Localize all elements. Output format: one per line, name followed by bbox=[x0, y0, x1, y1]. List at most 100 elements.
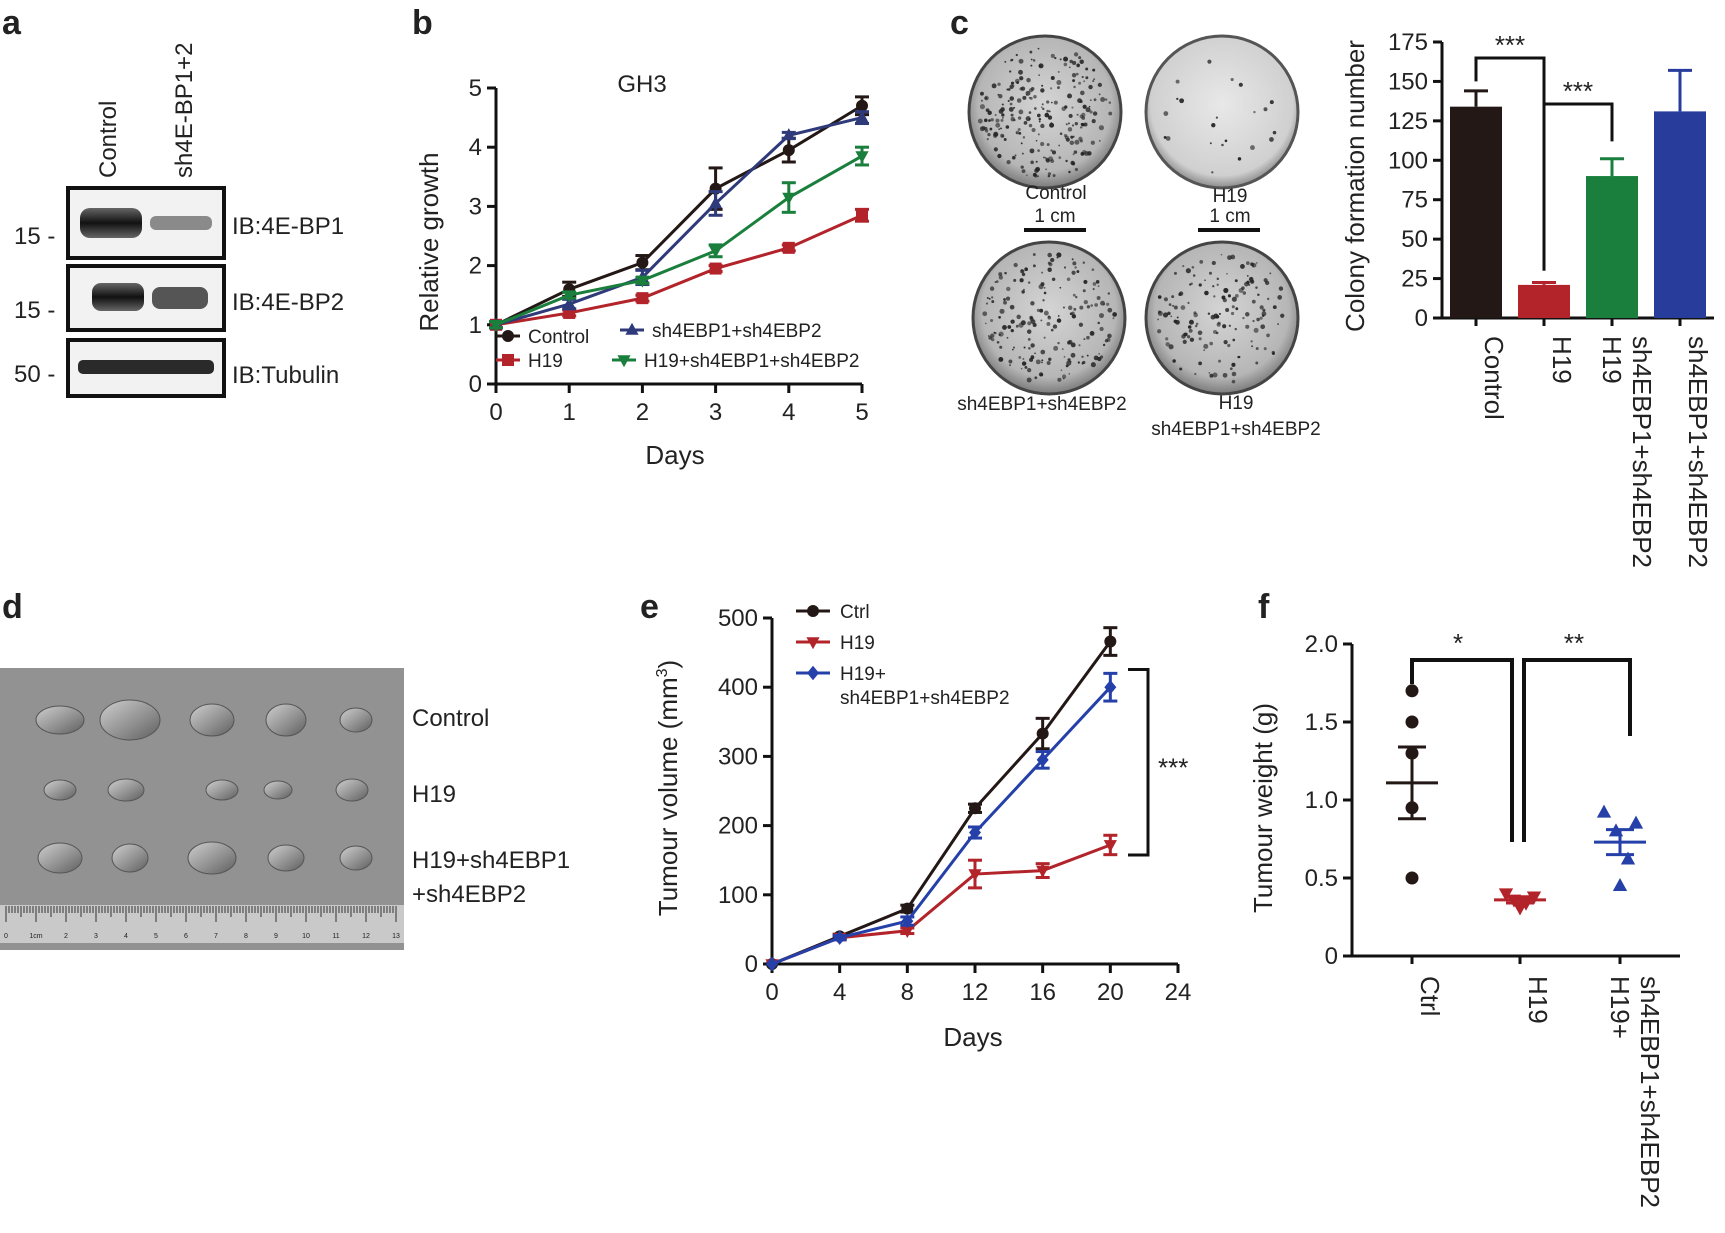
colony-dot bbox=[1000, 118, 1004, 122]
plate-caption-control: Control bbox=[1025, 183, 1086, 204]
plate-control bbox=[967, 34, 1123, 190]
colony-dot bbox=[1041, 103, 1044, 106]
y-tick-label: 100 bbox=[1388, 147, 1428, 174]
colony-dot bbox=[1042, 299, 1045, 302]
tumour bbox=[99, 699, 161, 741]
colony-dot bbox=[1063, 62, 1068, 67]
colony-dot bbox=[1198, 337, 1202, 341]
significance-label: *** bbox=[1158, 752, 1188, 782]
x-tick-label: 0 bbox=[489, 399, 502, 426]
colony-dot bbox=[1025, 94, 1028, 96]
colony-dot bbox=[1050, 76, 1055, 81]
colony-dot bbox=[998, 315, 1001, 319]
colony-dot bbox=[998, 331, 1004, 337]
colony-dot bbox=[1083, 299, 1088, 305]
colony-dot bbox=[993, 133, 998, 139]
colony-dot bbox=[1053, 100, 1058, 105]
colony-dot bbox=[993, 147, 998, 152]
colony-dot bbox=[1068, 170, 1071, 174]
colony-dot bbox=[1046, 100, 1050, 104]
colony-dot bbox=[1207, 312, 1211, 315]
data-point bbox=[782, 241, 795, 254]
colony-dot bbox=[1165, 136, 1171, 141]
colony-dot bbox=[1087, 151, 1092, 156]
tumours bbox=[35, 699, 373, 875]
band-control-4e-bp1 bbox=[80, 208, 142, 238]
colony-dot bbox=[1104, 339, 1109, 343]
data-point bbox=[1612, 878, 1628, 891]
legend-marker bbox=[807, 665, 819, 681]
colony-dot bbox=[985, 108, 990, 113]
y-tick-label: 1.0 bbox=[1305, 787, 1338, 814]
colony-dot bbox=[1240, 263, 1245, 269]
colony-dot bbox=[1255, 262, 1258, 264]
panel-letter-c: c bbox=[950, 4, 969, 42]
colony-dot bbox=[1070, 342, 1076, 348]
data-point bbox=[709, 246, 723, 258]
colony-dot bbox=[1039, 308, 1044, 313]
colony-dot bbox=[1030, 301, 1035, 306]
band-knockdown-4e-bp1 bbox=[150, 216, 212, 230]
colony-dot bbox=[1083, 80, 1086, 83]
colony-dot bbox=[1070, 352, 1076, 358]
colony-dot bbox=[1024, 365, 1028, 369]
colony-dot bbox=[1198, 283, 1202, 287]
colony-dot bbox=[1230, 254, 1236, 260]
chart-b-title: GH3 bbox=[617, 71, 666, 98]
tumour bbox=[205, 779, 239, 801]
panel-letter-a: a bbox=[2, 4, 22, 42]
colony-dot bbox=[987, 133, 991, 137]
colony-dot bbox=[1098, 125, 1105, 131]
colony-dot bbox=[1176, 316, 1179, 319]
colony-dot bbox=[1179, 98, 1185, 104]
colony-dot bbox=[1222, 372, 1228, 378]
chart-c-colony-formation: Colony formation number 0 25 50 75 100 125 150… bbox=[1340, 29, 1714, 568]
y-tick-label: 100 bbox=[718, 882, 758, 909]
colony-dot bbox=[1269, 137, 1274, 142]
colony-dot bbox=[1018, 322, 1024, 328]
panel-letter-b: b bbox=[412, 4, 433, 42]
data-point bbox=[833, 930, 846, 945]
colony-dot bbox=[1076, 63, 1080, 68]
colony-dot bbox=[1172, 359, 1176, 363]
x-tick-label: 2 bbox=[636, 399, 649, 426]
colony-dot bbox=[1086, 354, 1089, 357]
data-point bbox=[855, 110, 869, 123]
colony-dot bbox=[1009, 70, 1012, 73]
colony-dot bbox=[1209, 142, 1212, 145]
data-point bbox=[1036, 727, 1049, 740]
blot-label-4e-bp2: IB:4E-BP2 bbox=[232, 289, 344, 316]
colony-dot bbox=[1075, 72, 1079, 76]
colony-dot bbox=[996, 340, 1000, 344]
colony-dot bbox=[1090, 362, 1096, 368]
significance-label: *** bbox=[1495, 30, 1525, 60]
colony-dot bbox=[1207, 59, 1212, 64]
colony-dot bbox=[1020, 269, 1025, 274]
ruler-label: 11 bbox=[332, 933, 339, 940]
colony-dot bbox=[1015, 130, 1020, 135]
colony-dot bbox=[1252, 319, 1255, 323]
colony-dot bbox=[1046, 143, 1050, 147]
colony-dot bbox=[1108, 111, 1113, 116]
colony-dot bbox=[1067, 127, 1073, 132]
colony-dot bbox=[1071, 124, 1075, 127]
colony-dot bbox=[1091, 119, 1096, 124]
y-tick-label: 175 bbox=[1388, 29, 1428, 56]
colony-dot bbox=[1195, 322, 1199, 326]
colony-dot bbox=[1079, 126, 1083, 129]
data-point bbox=[900, 925, 914, 938]
colony-dot bbox=[1078, 81, 1082, 85]
colony-dot bbox=[1046, 361, 1051, 366]
colony-dot bbox=[1040, 319, 1043, 322]
colony-dot bbox=[982, 311, 988, 317]
plate-caption-h19-sh4ebp-line1: H19 bbox=[1219, 393, 1254, 414]
y-tick-label: 2.0 bbox=[1305, 631, 1338, 658]
colony-dot bbox=[1232, 338, 1236, 342]
colony-dot bbox=[983, 118, 988, 123]
colony-dot bbox=[1028, 346, 1031, 350]
colony-dot bbox=[1059, 286, 1062, 289]
colony-dot bbox=[1019, 76, 1024, 81]
panel-letter-f: f bbox=[1258, 588, 1270, 626]
significance-label: ** bbox=[1564, 628, 1584, 658]
colony-dot bbox=[1026, 77, 1031, 83]
